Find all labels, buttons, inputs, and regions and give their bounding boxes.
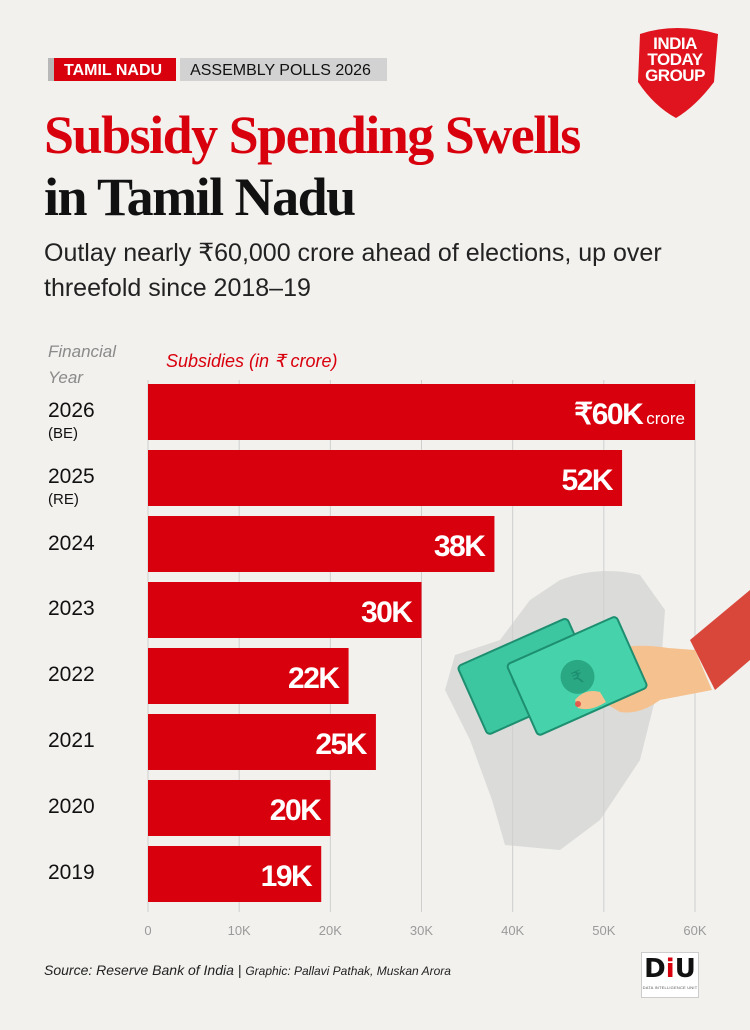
bar-2024 [148,516,495,572]
bar-2023 [148,582,422,638]
diu-letter-d: D [644,954,666,984]
x-tick-label-30K: 30K [410,923,433,938]
tick-layer: 0 10K 20K 30K 40K 50K 60K [144,923,707,938]
data-label-2024: 38K [434,530,486,563]
header-tags: TAMIL NADU ASSEMBLY POLLS 2026 [48,58,387,81]
bar-2026 [148,384,695,440]
bar-2020 [148,780,331,836]
page-title-line2: in Tamil Nadu [44,167,356,227]
year-2025: 2025 [48,465,95,488]
year-label-2025: 2025 (RE) [48,465,95,508]
sleeve [690,590,750,690]
india-today-logo [638,28,718,118]
diu-logo-wordmark: DiU [642,953,698,985]
source-text: Source: Reserve Bank of India | [44,962,246,978]
bar-2021 [148,714,376,770]
logo-line-group: GROUP [645,66,705,85]
year-label-2021: 2021 [48,729,95,752]
x-tick-label-10K: 10K [228,923,251,938]
year-label-2022: 2022 [48,663,95,686]
year-label-2026: 2026 (BE) [48,399,95,442]
page-subtitle: Outlay nearly ₹60,000 crore ahead of ele… [44,239,662,302]
year-label-2019: 2019 [48,861,95,884]
cash-hand-illustration: ₹ [457,590,750,736]
india-today-logo-text: INDIA TODAY GROUP [628,34,722,85]
data-label-2025: 52K [562,464,614,497]
x-tick-label-40K: 40K [501,923,524,938]
source-note: Source: Reserve Bank of India | Graphic:… [44,962,451,978]
diu-tagline: DATA INTELLIGENCE UNIT [642,985,698,990]
bar-2019 [148,846,322,902]
data-label-2020: 20K [270,794,322,827]
year-note-be: (BE) [48,425,78,442]
diu-letter-i: i [665,954,675,984]
bar-layer: ₹60K crore 52K 38K 30K 22K 25K 20K 19K [148,384,695,902]
logo-line-india: INDIA [653,34,697,53]
y-axis-title: Financial Year [48,342,117,387]
data-label-unit: crore [646,409,685,428]
year-label-2023: 2023 [48,597,95,620]
thumb [575,691,606,710]
fingernail [575,701,581,707]
bar-2025 [148,450,623,506]
x-tick-label-50K: 50K [592,923,615,938]
bar-2022 [148,648,349,704]
banknote-front: ₹ [506,616,648,736]
data-label-2021: 25K [315,728,367,761]
diu-letter-u: U [674,954,696,984]
diu-logo: DiU DATA INTELLIGENCE UNIT [641,952,699,998]
year-note-re: (RE) [48,491,79,508]
data-label-2019: 19K [261,860,313,893]
x-tick-label-0: 0 [144,923,151,938]
graphic-credit: Graphic: Pallavi Pathak, Muskan Arora [245,964,451,978]
data-label-2026: ₹60K crore [574,398,685,431]
x-tick-label-60K: 60K [683,923,706,938]
data-label-2023: 30K [361,596,413,629]
page-title-line1: Subsidy Spending Swells [44,105,581,165]
series-label: Subsidies (in ₹ crore) [166,351,338,371]
data-label-value: ₹60K [574,398,644,431]
data-label-2022: 22K [288,662,340,695]
x-tick-label-20K: 20K [319,923,342,938]
year-2026: 2026 [48,399,95,422]
state-tag: TAMIL NADU [48,58,177,81]
poll-tag: ASSEMBLY POLLS 2026 [180,58,387,81]
logo-line-today: TODAY [647,50,703,69]
year-label-2024: 2024 [48,532,95,555]
year-label-2020: 2020 [48,795,95,818]
